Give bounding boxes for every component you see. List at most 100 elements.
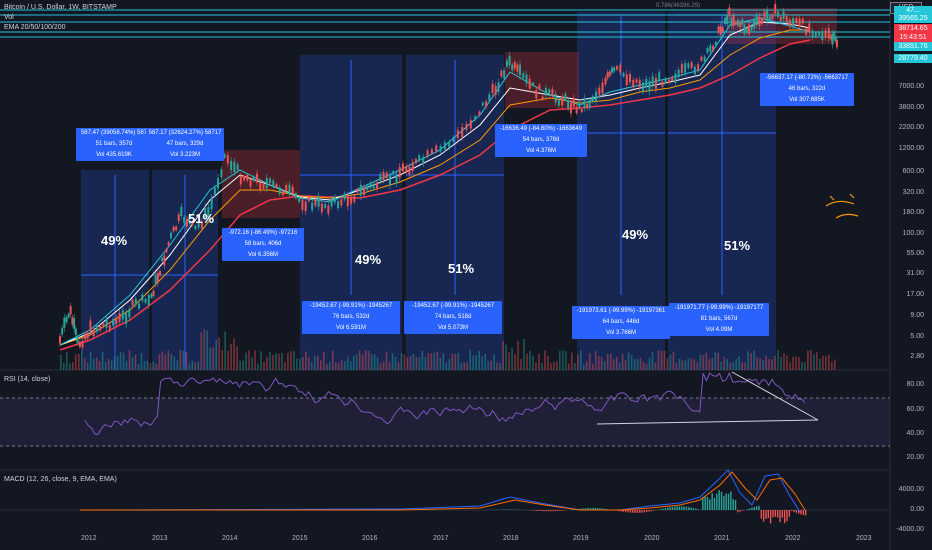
ema-legend[interactable]: EMA 20/50/100/200	[4, 24, 66, 31]
candle-body	[554, 93, 557, 103]
candle-body	[430, 149, 433, 154]
candle-body	[674, 73, 677, 84]
volume-bar	[269, 351, 271, 370]
macd-bar	[795, 510, 798, 513]
candle-body	[717, 26, 720, 33]
volume-bar	[62, 362, 65, 370]
price-tick: 55.00	[906, 250, 924, 257]
volume-bar	[556, 361, 558, 370]
candle-body	[700, 56, 703, 61]
candle-body	[169, 232, 172, 238]
candle-body	[161, 257, 164, 261]
candle-body	[734, 21, 737, 25]
candle-body	[236, 164, 239, 171]
rsi-title[interactable]: RSI (14, close)	[4, 376, 51, 383]
measure-box[interactable]: -191973.61 (-99.99%) -19197361 64 bars, 4…	[572, 306, 670, 339]
rsi-trendline-bottom[interactable]	[596, 419, 819, 425]
volume-bar	[436, 351, 439, 370]
volume-bar	[233, 338, 235, 370]
rsi-trendline-top[interactable]	[731, 371, 819, 421]
macd-bar	[779, 510, 781, 523]
macd-bar	[671, 506, 674, 510]
volume-bar	[699, 354, 702, 370]
macd-bar	[755, 506, 758, 510]
macd-bar	[762, 510, 765, 522]
candle-body	[732, 15, 735, 26]
measure-box[interactable]: 587.47 (39058.74%) 587 51 bars, 357d Vol 4…	[76, 128, 152, 161]
candle-body	[239, 176, 242, 185]
volume-bar	[783, 353, 785, 370]
volume-bar	[759, 358, 761, 370]
candle-body	[743, 24, 746, 34]
year-label: 2019	[573, 535, 589, 542]
measure-box[interactable]: -19452.67 (-99.91%) -1945267 76 bars, 532…	[302, 301, 400, 334]
volume-legend[interactable]: Vol	[4, 14, 14, 21]
percent-label: 51%	[724, 238, 751, 253]
volume-bar	[672, 351, 675, 370]
candle-body	[152, 290, 155, 296]
macd-bar	[596, 508, 599, 510]
measure-box[interactable]: -191971.77 (-99.99%) -19197177 81 bars, 5…	[669, 303, 769, 336]
candle-body	[285, 184, 288, 192]
macd-bar	[709, 499, 711, 510]
measure-box[interactable]: 587.17 (32624.27%) 58717 47 bars, 329d Vol…	[146, 128, 224, 161]
candle-body	[485, 101, 488, 107]
macd-bar	[678, 506, 681, 510]
candle-body	[567, 100, 570, 109]
volume-bar	[544, 350, 546, 370]
volume-bar	[532, 355, 534, 370]
rsi-line	[84, 371, 806, 435]
countdown-label: 15:43:51	[894, 33, 932, 42]
volume-bar	[337, 362, 340, 370]
price-label: 39565.25	[894, 14, 932, 23]
volume-bar	[717, 352, 720, 370]
volume-bar	[299, 358, 301, 370]
candle-body	[586, 103, 589, 109]
measure-box[interactable]: -56637.17 (-80.72%) -5663717 46 bars, 322…	[760, 73, 854, 106]
volume-bar	[430, 353, 433, 370]
candle-body	[78, 341, 81, 347]
candle-body	[249, 179, 252, 187]
volume-bar	[816, 351, 818, 370]
volume-bar	[469, 350, 472, 370]
candle-body	[346, 195, 349, 207]
candle-body	[223, 154, 226, 158]
macd-bar	[732, 499, 734, 510]
candle-body	[333, 196, 336, 203]
candle-body	[217, 177, 220, 189]
volume-bar	[687, 358, 690, 370]
macd-bar	[690, 507, 692, 510]
macd-bar	[646, 510, 648, 513]
volume-bar	[579, 350, 582, 370]
macd-bar	[561, 510, 564, 511]
volume-bar	[352, 355, 355, 370]
volume-bar	[418, 357, 421, 370]
measure-box[interactable]: -972.16 (-86.49%) -97216 58 bars, 406d Vol…	[222, 228, 304, 261]
drawing-annotation[interactable]	[825, 193, 859, 219]
volume-bar	[690, 358, 693, 370]
volume-bar	[541, 363, 543, 370]
candle-body	[494, 85, 497, 96]
symbol-title[interactable]: Bitcoin / U.S. Dollar, 1W, BITSTAMP	[4, 4, 117, 11]
candle-body	[456, 130, 459, 139]
measure-box[interactable]: -16636.49 (-84.60%) -1663649 54 bars, 378…	[495, 124, 587, 157]
candle-body	[541, 96, 544, 100]
rsi-band	[0, 398, 890, 446]
volume-bar	[385, 351, 388, 370]
candle-body	[469, 120, 472, 129]
macd-bar	[629, 510, 632, 513]
volume-bar	[278, 353, 280, 370]
candle-body	[832, 32, 835, 39]
volume-bar	[421, 350, 424, 370]
candle-body	[500, 70, 503, 77]
candle-body	[481, 102, 484, 106]
volume-bar	[272, 355, 274, 370]
measure-box[interactable]: -19452.67 (-99.91%) -1945267 74 bars, 518…	[404, 301, 502, 334]
macd-bar	[723, 495, 725, 510]
macd-bar	[788, 510, 791, 517]
macd-title[interactable]: MACD (12, 26, close, 9, EMA, EMA)	[4, 476, 117, 483]
candle-body	[230, 160, 233, 171]
volume-bar	[798, 357, 800, 370]
candle-body	[317, 196, 320, 207]
macd-bar	[603, 508, 606, 510]
